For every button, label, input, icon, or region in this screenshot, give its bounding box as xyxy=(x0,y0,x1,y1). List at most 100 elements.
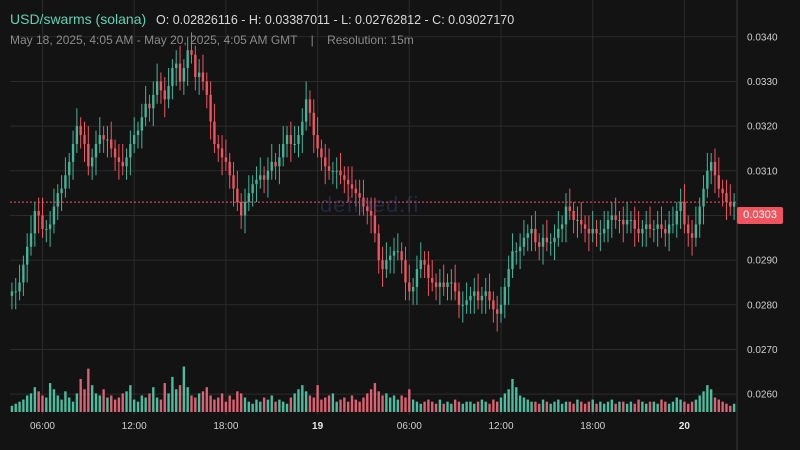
candle-body xyxy=(301,121,304,136)
volume-bar xyxy=(641,401,644,412)
candle-body xyxy=(155,81,159,95)
candle-body xyxy=(194,54,197,77)
volume-bar xyxy=(297,389,300,412)
y-tick-label: 0.0320 xyxy=(747,122,778,133)
candle-body xyxy=(262,175,266,180)
volume-bar xyxy=(10,405,14,412)
volume-bar xyxy=(645,403,648,412)
candle-body xyxy=(228,161,231,176)
candle-body xyxy=(346,179,350,185)
volume-bar xyxy=(469,401,472,412)
candle-body xyxy=(476,291,480,301)
candle-body xyxy=(201,72,205,82)
candle-body xyxy=(381,260,384,270)
volume-bar xyxy=(503,393,507,412)
volume-bar xyxy=(396,399,400,412)
x-tick-label: 06:00 xyxy=(397,421,422,432)
candle-body xyxy=(144,103,147,118)
volume-bar xyxy=(45,397,48,412)
volume-bar xyxy=(732,403,736,412)
volume-bar xyxy=(560,403,564,412)
volume-bar xyxy=(404,397,407,412)
candle-body xyxy=(648,224,652,229)
volume-bar xyxy=(201,391,205,412)
candle-body xyxy=(64,175,67,189)
volume-bar xyxy=(354,399,357,412)
last-price-tag: 0.0303 xyxy=(737,207,783,224)
candle-body xyxy=(343,175,346,180)
volume-bar xyxy=(68,397,71,412)
candle-body xyxy=(297,135,300,144)
candle-body xyxy=(71,144,75,162)
volume-bar xyxy=(220,393,224,412)
candle-body xyxy=(178,63,182,82)
candle-body xyxy=(698,206,701,225)
candle-body xyxy=(167,85,170,100)
volume-bar xyxy=(308,395,312,412)
candle-body xyxy=(236,188,239,203)
candle-body xyxy=(580,219,583,225)
candle-body xyxy=(335,170,338,172)
volume-bar xyxy=(599,401,602,412)
candle-body xyxy=(545,237,549,243)
candle-body xyxy=(675,211,678,225)
volume-bar xyxy=(304,391,308,412)
volume-bar xyxy=(400,395,403,412)
candle-body xyxy=(327,166,331,171)
volume-bar xyxy=(461,403,464,412)
volume-bar xyxy=(583,403,587,412)
candle-body xyxy=(492,300,495,310)
candle-body xyxy=(706,170,709,189)
candle-body xyxy=(549,242,552,244)
candle-body xyxy=(152,94,155,109)
volume-bar xyxy=(652,401,656,412)
volume-bar xyxy=(148,393,151,412)
volume-bar xyxy=(197,393,201,412)
volume-bar xyxy=(671,401,675,412)
candle-body xyxy=(667,224,671,234)
candle-body xyxy=(419,260,422,270)
volume-bar xyxy=(262,397,266,412)
candle-body xyxy=(255,179,258,185)
volume-bar xyxy=(178,385,182,412)
volume-bar xyxy=(442,403,445,412)
volume-bar xyxy=(60,399,63,412)
candle-body xyxy=(465,300,468,305)
candle-body xyxy=(683,202,686,225)
candle-body xyxy=(526,233,529,238)
candle-body xyxy=(213,121,216,144)
y-tick-label: 0.0270 xyxy=(747,345,778,356)
candle-body xyxy=(113,148,117,158)
volume-bar xyxy=(259,401,262,412)
candle-body xyxy=(427,264,430,278)
volume-bar xyxy=(94,393,98,412)
volume-bar xyxy=(507,389,510,412)
candle-body xyxy=(599,233,602,235)
volume-bar xyxy=(14,403,17,412)
volume-bar xyxy=(236,391,239,412)
candle-body xyxy=(205,81,208,95)
candle-body xyxy=(622,219,625,225)
y-tick-label: 0.0340 xyxy=(747,32,778,43)
candle-body xyxy=(709,161,713,171)
candle-body xyxy=(553,237,556,243)
candle-body xyxy=(41,215,44,229)
candle-body xyxy=(251,184,254,194)
candle-body xyxy=(645,224,648,229)
volume-bar xyxy=(278,399,281,412)
candle-body xyxy=(511,251,514,270)
candle-body xyxy=(175,63,178,69)
volume-bar xyxy=(18,401,21,412)
volume-bar xyxy=(117,397,121,412)
volume-bar xyxy=(33,387,37,412)
volume-bar xyxy=(492,399,495,412)
candle-body xyxy=(148,103,151,109)
candle-body xyxy=(541,237,545,247)
volume-bar xyxy=(495,401,499,412)
volume-bar xyxy=(465,401,468,412)
candle-body xyxy=(515,251,518,253)
candle-body xyxy=(270,161,273,171)
volume-bar xyxy=(285,403,289,412)
volume-bar xyxy=(534,401,537,412)
